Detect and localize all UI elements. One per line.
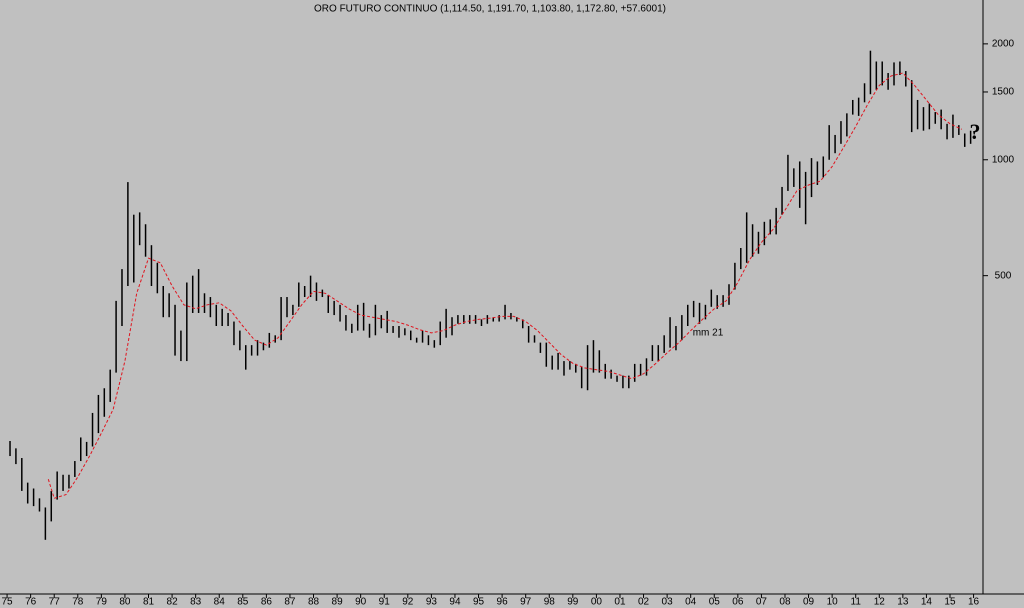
x-tick-label: 99	[567, 597, 579, 608]
x-tick-label: 80	[119, 597, 131, 608]
x-tick-label: 08	[779, 597, 791, 608]
x-tick-label: 83	[190, 597, 202, 608]
y-tick-label: 500	[995, 270, 1012, 281]
chart-title: ORO FUTURO CONTINUO (1,114.50, 1,191.70,…	[314, 4, 666, 15]
moving-average-label: mm 21	[693, 328, 724, 339]
x-tick-label: 82	[167, 597, 179, 608]
x-tick-label: 01	[614, 597, 626, 608]
x-tick-label: 95	[473, 597, 485, 608]
x-tick-label: 13	[897, 597, 909, 608]
x-tick-label: 00	[591, 597, 603, 608]
x-tick-label: 12	[874, 597, 886, 608]
x-tick-label: 98	[544, 597, 556, 608]
y-tick-label: 2000	[992, 39, 1015, 50]
x-tick-label: 15	[944, 597, 956, 608]
x-tick-label: 88	[308, 597, 320, 608]
x-tick-label: 75	[2, 597, 14, 608]
x-tick-label: 77	[49, 597, 61, 608]
x-tick-label: 78	[72, 597, 84, 608]
x-tick-label: 05	[709, 597, 721, 608]
x-tick-label: 89	[332, 597, 344, 608]
x-tick-label: 03	[662, 597, 674, 608]
x-tick-label: 94	[449, 597, 461, 608]
x-tick-label: 97	[520, 597, 532, 608]
x-tick-label: 11	[851, 597, 862, 608]
x-tick-label: 81	[143, 597, 155, 608]
y-tick-label: 1500	[992, 87, 1015, 98]
x-tick-label: 76	[25, 597, 37, 608]
x-tick-label: 06	[732, 597, 744, 608]
y-tick-label: 1000	[992, 154, 1015, 165]
moving-average	[47, 72, 963, 499]
x-tick-label: 92	[402, 597, 414, 608]
x-tick-label: 91	[379, 597, 391, 608]
x-tick-label: 93	[426, 597, 438, 608]
x-tick-label: 85	[237, 597, 249, 608]
x-tick-label: 02	[638, 597, 650, 608]
x-tick-label: 16	[968, 597, 980, 608]
x-tick-label: 14	[921, 597, 933, 608]
x-tick-label: 09	[803, 597, 815, 608]
x-tick-label: 07	[756, 597, 768, 608]
x-tick-label: 10	[827, 597, 839, 608]
x-tick-label: 04	[685, 597, 697, 608]
x-tick-label: 87	[284, 597, 296, 608]
x-tick-label: 84	[214, 597, 226, 608]
x-tick-label: 79	[96, 597, 108, 608]
x-tick-label: 90	[355, 597, 367, 608]
x-tick-label: 96	[497, 597, 509, 608]
x-tick-label: 86	[261, 597, 273, 608]
question-annotation: ?	[970, 119, 981, 144]
